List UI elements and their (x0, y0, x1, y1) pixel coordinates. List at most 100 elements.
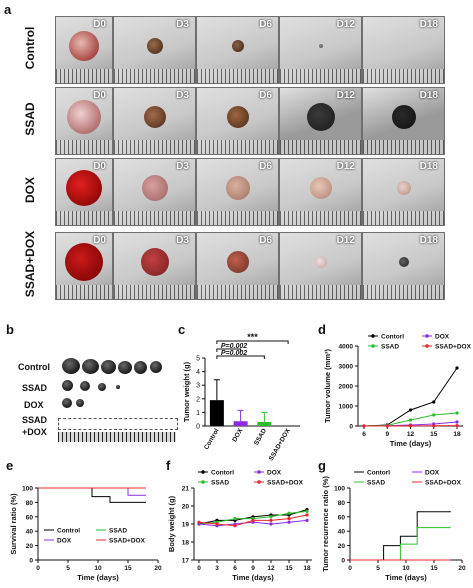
y-tick-label: 100 (334, 486, 345, 493)
panel-c-letter: c (178, 322, 186, 337)
b-label-ssad-dox-2: +DOX (22, 427, 47, 437)
y-tick-label: 40 (338, 529, 346, 536)
legend-marker (371, 334, 375, 338)
legend-marker (201, 480, 205, 484)
y-axis-label: Tumor volume (mm³) (323, 348, 332, 423)
tumor-ssad-dox-box (58, 418, 178, 430)
data-point (287, 517, 291, 521)
photo-ruler (114, 69, 195, 83)
legend-label: SSAD+DOX (425, 480, 462, 487)
photo-0-2: D6 (196, 16, 279, 84)
y-tick-label: 60 (26, 514, 34, 521)
x-tick-label: 0 (348, 565, 352, 572)
photo-0-4: D18 (362, 16, 445, 84)
lesion-3-0 (65, 243, 103, 281)
lesion-0-2 (231, 40, 244, 52)
x-tick-label: SSAD+DOX (268, 427, 292, 462)
tumor-control-3 (101, 360, 116, 374)
panel-d-letter: d (318, 322, 326, 337)
photo-ruler (56, 285, 112, 299)
data-point (251, 518, 255, 522)
y-tick-label: 0 (349, 424, 353, 431)
x-tick-label: DOX (231, 427, 244, 443)
legend-label: DOX (57, 538, 72, 545)
legend-label: SSAD (381, 344, 399, 351)
y-axis-label: Survival ratio (%) (9, 493, 18, 555)
day-label: D3 (176, 161, 189, 172)
chart-f: 17 18 19 20 21 0 3 6 9 12 15 18 Time (days) Body weig… (167, 470, 312, 582)
photo-ruler (363, 140, 444, 154)
photo-0-3: D12 (279, 16, 362, 84)
x-tick-label: 12 (407, 431, 415, 438)
photo-ruler (56, 140, 112, 154)
lesion-1-0 (67, 100, 101, 134)
day-label: D12 (336, 19, 355, 30)
chart-e: 0 20 40 60 80 100 0 5 10 15 20 Time (days) Survival … (9, 486, 162, 583)
photo-3-0: D0 (55, 232, 113, 300)
x-axis-label: Time (days) (385, 573, 427, 582)
photo-2-1: D3 (113, 158, 196, 226)
day-label: D18 (419, 19, 438, 30)
panel-g-letter: g (318, 458, 326, 473)
panel-b-letter: b (6, 322, 14, 337)
lesion-2-4 (396, 181, 411, 195)
data-point (385, 424, 389, 428)
legend-label: SSAD (211, 480, 229, 487)
y-tick-label: 1 (196, 410, 200, 417)
y-tick-label: 19 (182, 522, 190, 529)
legend-marker (425, 334, 429, 338)
legend-label: SSAD (367, 480, 385, 487)
photo-3-1: D3 (113, 232, 196, 300)
data-point (455, 424, 459, 428)
y-axis-label: Tumor weight (g) (182, 361, 191, 422)
data-point (362, 424, 366, 428)
legend-marker (257, 480, 261, 484)
lesion-2-2 (225, 176, 250, 200)
photo-ruler (114, 285, 195, 299)
day-label: D6 (259, 161, 272, 172)
x-axis-label: Time (days) (232, 573, 274, 582)
x-tick-label: 15 (124, 565, 132, 572)
x-tick-label: 3 (215, 565, 219, 572)
lesion-1-3 (306, 103, 335, 131)
legend-marker (257, 470, 261, 474)
data-point (408, 424, 413, 428)
photo-ruler (280, 285, 361, 299)
photo-2-4: D18 (362, 158, 445, 226)
photo-ruler (197, 69, 278, 83)
photo-2-3: D12 (279, 158, 362, 226)
photo-0-0: D0 (55, 16, 113, 84)
data-point (215, 522, 219, 526)
y-tick-label: 1000 (339, 404, 354, 411)
lesion-3-1 (140, 248, 169, 276)
data-point (432, 413, 436, 417)
photo-1-2: D6 (196, 87, 279, 155)
y-tick-label: 60 (338, 514, 346, 521)
data-point (287, 520, 291, 524)
chart-g: 0 20 40 60 80 100 0 5 10 15 20 Time (days) Tumor rec… (321, 470, 466, 583)
x-tick-label: SSAD (253, 427, 268, 446)
row-label-2: DOX (23, 177, 37, 204)
data-point (432, 424, 436, 428)
data-point (233, 524, 237, 528)
y-tick-label: 3 (196, 383, 200, 390)
bar-2 (257, 421, 272, 426)
legend-label: DOX (435, 334, 450, 341)
day-label: D12 (336, 161, 355, 172)
data-point (305, 509, 309, 513)
x-tick-label: 20 (458, 565, 466, 572)
data-point (455, 366, 459, 370)
x-tick-label: 0 (197, 565, 201, 572)
lesion-0-1 (146, 38, 163, 54)
tumor-ssad-3 (98, 383, 106, 391)
tumor-ssad-2 (80, 381, 90, 391)
ruler-b (58, 432, 176, 442)
lesion-0-3 (318, 44, 323, 48)
bracket-2 (216, 348, 242, 352)
day-label: D12 (336, 235, 355, 246)
day-label: D6 (259, 19, 272, 30)
series-line-0 (350, 511, 451, 561)
day-label: D18 (419, 235, 438, 246)
legend-label: SSAD (109, 528, 127, 535)
day-label: D0 (93, 161, 106, 172)
